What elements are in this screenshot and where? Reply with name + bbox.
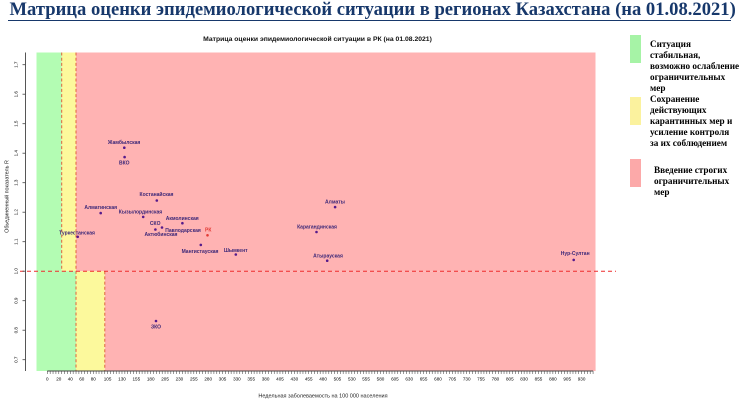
svg-text:230: 230 bbox=[176, 377, 184, 382]
svg-text:105: 105 bbox=[104, 377, 112, 382]
svg-text:655: 655 bbox=[420, 377, 428, 382]
svg-text:Жамбылская: Жамбылская bbox=[107, 139, 141, 146]
svg-text:ЗКО: ЗКО bbox=[151, 325, 161, 331]
svg-text:255: 255 bbox=[190, 377, 198, 382]
svg-text:1.6: 1.6 bbox=[14, 91, 19, 98]
svg-text:Атырауская: Атырауская bbox=[313, 254, 343, 260]
svg-text:380: 380 bbox=[262, 377, 270, 382]
svg-text:880: 880 bbox=[549, 377, 557, 382]
svg-text:ВКО: ВКО bbox=[119, 161, 130, 167]
svg-text:930: 930 bbox=[578, 377, 586, 382]
svg-text:1.0: 1.0 bbox=[14, 268, 19, 275]
svg-text:330: 330 bbox=[233, 377, 241, 382]
svg-text:705: 705 bbox=[448, 377, 456, 382]
svg-text:Павлодарская: Павлодарская bbox=[165, 228, 201, 234]
svg-text:0.9: 0.9 bbox=[14, 297, 19, 304]
svg-text:780: 780 bbox=[492, 377, 500, 382]
svg-text:905: 905 bbox=[563, 377, 571, 382]
svg-text:1.7: 1.7 bbox=[14, 61, 19, 68]
svg-text:755: 755 bbox=[477, 377, 485, 382]
svg-text:1.2: 1.2 bbox=[14, 209, 19, 216]
svg-text:Недельная заболеваемость на 10: Недельная заболеваемость на 100 000 насе… bbox=[258, 394, 387, 400]
svg-text:Актюбинская: Актюбинская bbox=[145, 231, 178, 238]
svg-text:0: 0 bbox=[46, 377, 49, 382]
svg-text:СКО: СКО bbox=[150, 221, 161, 227]
svg-text:0.8: 0.8 bbox=[14, 327, 19, 334]
svg-text:20: 20 bbox=[56, 377, 62, 382]
svg-text:Туркестанская: Туркестанская bbox=[59, 231, 95, 237]
svg-text:730: 730 bbox=[463, 377, 471, 382]
svg-text:60: 60 bbox=[79, 377, 85, 382]
svg-text:530: 530 bbox=[348, 377, 356, 382]
svg-text:Алматы: Алматы bbox=[325, 200, 345, 206]
svg-text:830: 830 bbox=[520, 377, 528, 382]
svg-text:40: 40 bbox=[68, 377, 74, 382]
svg-text:305: 305 bbox=[219, 377, 227, 382]
svg-text:0.7: 0.7 bbox=[14, 356, 19, 363]
svg-text:480: 480 bbox=[319, 377, 327, 382]
svg-text:Алматинская: Алматинская bbox=[84, 205, 117, 211]
svg-text:Матрица оценки эпидемиологичес: Матрица оценки эпидемиологической ситуац… bbox=[203, 35, 432, 43]
svg-text:405: 405 bbox=[276, 377, 284, 382]
svg-text:805: 805 bbox=[506, 377, 514, 382]
svg-text:155: 155 bbox=[132, 377, 140, 382]
svg-text:205: 205 bbox=[161, 377, 169, 382]
svg-text:1.1: 1.1 bbox=[14, 238, 19, 245]
svg-text:Шымкент: Шымкент bbox=[224, 248, 248, 254]
svg-text:1.4: 1.4 bbox=[14, 150, 19, 157]
svg-text:180: 180 bbox=[147, 377, 155, 382]
svg-text:630: 630 bbox=[405, 377, 413, 382]
svg-text:505: 505 bbox=[334, 377, 342, 382]
svg-text:80: 80 bbox=[91, 377, 97, 382]
svg-text:130: 130 bbox=[118, 377, 126, 382]
svg-text:Обьединенный показатель R: Обьединенный показатель R bbox=[4, 160, 11, 233]
svg-text:1.3: 1.3 bbox=[14, 179, 19, 186]
svg-text:Кызылординская: Кызылординская bbox=[119, 209, 163, 215]
svg-text:455: 455 bbox=[305, 377, 313, 382]
svg-text:Мангистауская: Мангистауская bbox=[182, 249, 219, 255]
svg-text:355: 355 bbox=[247, 377, 255, 382]
svg-text:680: 680 bbox=[434, 377, 442, 382]
svg-text:1.5: 1.5 bbox=[14, 120, 19, 127]
svg-text:555: 555 bbox=[362, 377, 370, 382]
svg-text:Акмолинская: Акмолинская bbox=[166, 216, 199, 222]
svg-text:855: 855 bbox=[535, 377, 543, 382]
svg-text:430: 430 bbox=[290, 377, 298, 382]
svg-text:580: 580 bbox=[377, 377, 385, 382]
svg-text:Карагандинская: Карагандинская bbox=[297, 225, 337, 231]
svg-text:РК: РК bbox=[205, 228, 212, 234]
svg-text:Костанайская: Костанайская bbox=[140, 191, 174, 198]
svg-text:Нур-Султан: Нур-Султан bbox=[561, 251, 590, 257]
svg-text:605: 605 bbox=[391, 377, 399, 382]
svg-text:280: 280 bbox=[204, 377, 212, 382]
